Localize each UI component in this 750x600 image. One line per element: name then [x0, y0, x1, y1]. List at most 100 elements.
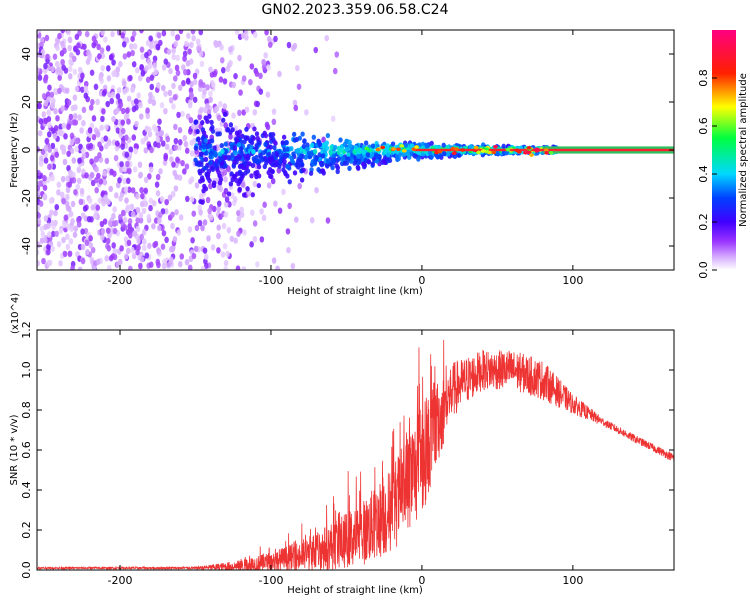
- spectrogram-noise-cell: [244, 106, 250, 113]
- spectrogram-noise-cell: [182, 168, 187, 175]
- spectrogram-noise-cell: [42, 175, 47, 182]
- spectrogram-noise-cell: [76, 221, 82, 228]
- spectrogram-noise-cell: [330, 115, 336, 122]
- spectrogram-signal-cell: [505, 147, 511, 152]
- spectrogram-noise-cell: [56, 241, 62, 248]
- spectrogram-signal-cell: [228, 129, 233, 135]
- spectrogram-noise-cell: [226, 166, 231, 173]
- spectrogram-noise-cell: [170, 30, 176, 37]
- spectrogram-signal-cell: [344, 146, 349, 152]
- spectrogram-noise-cell: [259, 236, 265, 243]
- spectrogram-noise-cell: [118, 213, 123, 221]
- spectrogram-noise-cell: [173, 123, 178, 131]
- spectrogram-noise-cell: [151, 200, 157, 207]
- spectrogram-y-tick-label: 20: [20, 95, 33, 109]
- spectrogram-noise-cell: [208, 182, 213, 190]
- spectrogram-noise-cell: [126, 51, 132, 58]
- snr-panel: -200 -100 0 100 0.0 0.2 0.4 0.6 0.8 1.0 1.2 Height…: [9, 293, 675, 596]
- spectrogram-signal-cell: [263, 141, 268, 147]
- spectrogram-signal-cell: [291, 131, 297, 137]
- spectrogram-noise-cell: [130, 210, 136, 218]
- spectrogram-noise-cell: [55, 44, 60, 52]
- spectrogram-signal-cell: [223, 141, 229, 147]
- spectrogram-noise-cell: [141, 207, 147, 214]
- spectrogram-noise-cell: [93, 156, 99, 163]
- spectrogram-noise-cell: [70, 200, 76, 208]
- spectrogram-noise-cell: [321, 136, 326, 143]
- spectrogram-signal-cell: [203, 156, 209, 163]
- spectrogram-noise-cell: [135, 206, 141, 214]
- colorbar-tick-label: 0.6: [697, 117, 710, 135]
- spectrogram-signal-cell: [255, 169, 260, 175]
- spectrogram-noise-cell: [102, 179, 108, 186]
- spectrogram-noise-cell: [267, 41, 273, 48]
- spectrogram-noise-cell: [177, 139, 183, 146]
- spectrogram-noise-cell: [61, 145, 67, 152]
- snr-y-tick-label: 0.4: [20, 481, 33, 499]
- spectrogram-noise-cell: [81, 147, 86, 155]
- spectrogram-noise-cell: [127, 223, 132, 230]
- spectrogram-noise-cell: [252, 235, 258, 243]
- spectrogram-noise-cell: [292, 99, 298, 107]
- spectrogram-noise-cell: [159, 102, 165, 109]
- spectrogram-noise-cell: [61, 122, 67, 129]
- spectrogram-noise-cell: [96, 43, 101, 51]
- spectrogram-noise-cell: [84, 239, 90, 247]
- spectrogram-noise-cell: [234, 30, 240, 35]
- spectrogram-noise-cell: [219, 57, 225, 64]
- spectrogram-noise-cell: [252, 109, 258, 116]
- spectrogram-noise-cell: [100, 64, 106, 72]
- spectrogram-noise-cell: [139, 46, 145, 53]
- spectrogram-signal-cell: [451, 151, 457, 155]
- spectrogram-signal-cell: [334, 163, 339, 169]
- spectrogram-noise-cell: [131, 61, 137, 68]
- spectrogram-noise-cell: [41, 257, 46, 265]
- spectrogram-noise-cell: [69, 171, 74, 179]
- spectrogram-noise-cell: [93, 83, 99, 91]
- spectrogram-noise-cell: [209, 71, 215, 78]
- spectrogram-signal-cell: [266, 169, 271, 176]
- spectrogram-noise-cell: [149, 146, 154, 154]
- spectrogram-noise-cell: [208, 90, 213, 97]
- spectrogram-noise-cell: [53, 219, 58, 227]
- spectrogram-noise-cell: [223, 176, 228, 183]
- spectrogram-signal-cell: [195, 128, 200, 135]
- spectrogram-noise-cell: [77, 114, 82, 121]
- spectrogram-noise-cell: [133, 98, 139, 105]
- spectrogram-noise-cell: [103, 135, 109, 142]
- spectrogram-noise-cell: [170, 190, 176, 198]
- spectrogram-noise-cell: [140, 138, 146, 145]
- spectrogram-signal-cell: [283, 170, 288, 176]
- chart-title: GN02.2023.359.06.58.C24: [262, 2, 449, 18]
- spectrogram-noise-cell: [216, 114, 222, 121]
- spectrogram-signal-cell: [285, 146, 290, 152]
- spectrogram-noise-cell: [97, 53, 102, 60]
- spectrogram-noise-cell: [155, 190, 161, 197]
- spectrogram-noise-cell: [137, 74, 143, 82]
- spectrogram-noise-cell: [180, 159, 185, 167]
- spectrogram-noise-cell: [91, 35, 97, 42]
- spectrogram-noise-cell: [104, 255, 110, 262]
- spectrogram-noise-cell: [239, 211, 245, 219]
- spectrogram-noise-cell: [183, 68, 188, 76]
- spectrogram-noise-cell: [277, 70, 282, 78]
- spectrogram-noise-cell: [130, 49, 135, 57]
- spectrogram-noise-cell: [74, 137, 80, 145]
- spectrogram-noise-cell: [156, 32, 162, 39]
- spectrogram-noise-cell: [216, 205, 221, 213]
- spectrogram-noise-cell: [275, 265, 280, 270]
- spectrogram-x-tick-label: -100: [258, 274, 283, 287]
- spectrogram-noise-cell: [62, 47, 67, 54]
- spectrogram-x-tick-label: -200: [108, 274, 133, 287]
- spectrogram-noise-cell: [236, 230, 241, 237]
- spectrogram-signal-cell: [268, 131, 274, 138]
- spectrogram-signal-cell: [289, 158, 295, 164]
- spectrogram-noise-cell: [83, 80, 89, 88]
- spectrogram-signal-cell: [312, 148, 318, 155]
- colorbar-tick-label: 0.8: [697, 69, 710, 87]
- spectrogram-noise-cell: [68, 58, 73, 66]
- spectrogram-noise-cell: [124, 134, 129, 141]
- spectrogram-noise-cell: [37, 74, 43, 81]
- spectrogram-signal-cell: [303, 154, 308, 160]
